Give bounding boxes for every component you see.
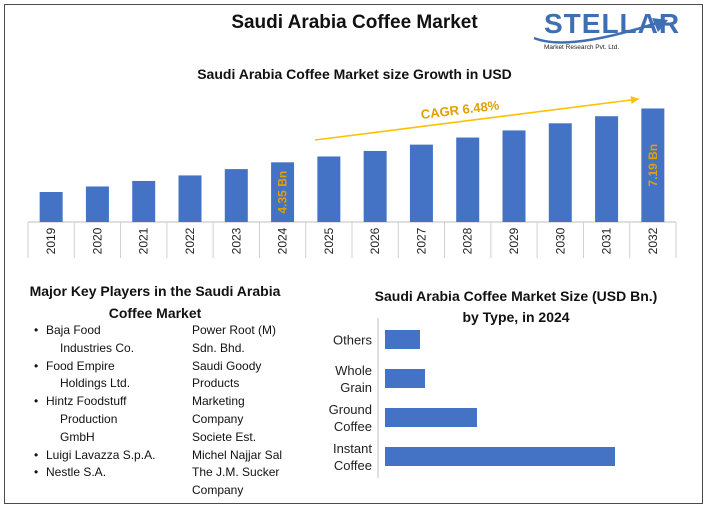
x-tick-label-2027: 2027 bbox=[414, 227, 428, 254]
key-player-text: Products bbox=[192, 376, 240, 391]
logo-wordmark: STELLAR bbox=[544, 8, 681, 39]
x-tick-label-2022: 2022 bbox=[183, 227, 197, 254]
key-player-text: Food Empire bbox=[46, 358, 115, 373]
key-player-item: Hintz Foodstuff Production GmbH bbox=[30, 393, 190, 446]
bar-2019 bbox=[39, 192, 63, 222]
key-player-item: Luigi Lavazza S.p.A. bbox=[30, 447, 190, 465]
x-tick-label-2028: 2028 bbox=[461, 227, 475, 254]
key-player-text: Hintz Foodstuff bbox=[46, 394, 127, 409]
type-chart-title-line1: Saudi Arabia Coffee Market Size (USD Bn.… bbox=[374, 288, 658, 304]
x-tick-label-2020: 2020 bbox=[90, 227, 104, 254]
infographic-frame bbox=[4, 4, 703, 504]
x-tick-label-2025: 2025 bbox=[322, 227, 336, 254]
x-tick-label-2032: 2032 bbox=[646, 227, 660, 254]
key-player-text: Company bbox=[192, 483, 244, 498]
bar-2027 bbox=[409, 144, 433, 222]
key-player-text: Baja Food bbox=[46, 323, 101, 337]
page-title: Saudi Arabia Coffee Market bbox=[231, 12, 478, 33]
growth-chart-title: Saudi Arabia Coffee Market size Growth i… bbox=[197, 66, 512, 82]
key-player-text: Company bbox=[192, 411, 244, 426]
bar-2029 bbox=[502, 130, 526, 222]
key-player-text: Societe Est. bbox=[192, 429, 257, 444]
key-player-item: Food Empire Holdings Ltd. bbox=[30, 358, 190, 394]
bar-2031 bbox=[595, 116, 619, 222]
key-player-text: Production bbox=[60, 411, 118, 426]
key-player-text: Michel Najjar Sal bbox=[192, 447, 283, 462]
x-tick-label-2029: 2029 bbox=[507, 227, 521, 254]
type-chart-title: Saudi Arabia Coffee Market Size (USD Bn.… bbox=[360, 286, 672, 328]
x-tick-label-2030: 2030 bbox=[553, 227, 567, 254]
x-tick-label-2023: 2023 bbox=[229, 227, 243, 254]
key-player-text: Nestle S.A. bbox=[46, 465, 107, 480]
cagr-arrow-head-icon bbox=[630, 96, 639, 104]
bar-2023 bbox=[224, 169, 248, 222]
key-player-text: Sdn. Bhd. bbox=[192, 340, 245, 355]
key-players-title: Major Key Players in the Saudi Arabia Co… bbox=[29, 283, 281, 321]
bar-2025 bbox=[317, 156, 341, 222]
x-tick-label-2021: 2021 bbox=[137, 227, 151, 254]
key-player-text: Industries Co. bbox=[60, 340, 135, 355]
logo-swoosh-icon bbox=[533, 18, 668, 44]
key-player-item: Nestle S.A. bbox=[30, 464, 190, 482]
bar-2020 bbox=[85, 186, 109, 222]
key-player-text: Saudi Goody bbox=[192, 358, 262, 373]
x-tick-label-2019: 2019 bbox=[44, 227, 58, 254]
key-player-text: GmbH bbox=[60, 429, 95, 444]
x-tick-label-2031: 2031 bbox=[600, 227, 614, 254]
bar-2024 bbox=[271, 162, 295, 222]
key-player-item: Baja Food Industries Co. bbox=[30, 322, 190, 358]
x-tick-label-2024: 2024 bbox=[276, 227, 290, 254]
key-player-text: Luigi Lavazza S.p.A. bbox=[46, 447, 156, 462]
type-chart-title-line2: by Type, in 2024 bbox=[462, 309, 570, 325]
bar-data-label: 4.35 Bn bbox=[276, 171, 290, 214]
key-player-text: Holdings Ltd. bbox=[60, 376, 131, 391]
key-player-text: Power Root (M) bbox=[192, 323, 277, 337]
logo-subtitle: Market Research Pvt. Ltd. bbox=[544, 44, 620, 51]
growth-bar-chart: 2019 2020 2021 2022 2023 2024 2025 2026 2027 2028… bbox=[27, 96, 677, 258]
bar-2032 bbox=[641, 108, 665, 222]
cagr-arrow-line bbox=[314, 98, 640, 141]
stellar-logo: STELLAR Market Research Pvt. Ltd. bbox=[528, 8, 681, 60]
key-player-text: The J.M. Sucker bbox=[192, 465, 280, 480]
key-players-list-left: Baja Food Industries Co. Food Empire Holdin… bbox=[30, 322, 190, 482]
key-player-text: Marketing bbox=[192, 394, 245, 409]
bar-2021 bbox=[132, 180, 156, 222]
bar-2022 bbox=[178, 175, 202, 222]
x-tick-label-2026: 2026 bbox=[368, 227, 382, 254]
key-players-list-right: Power Root (M) Sdn. Bhd. Saudi Goody Produc… bbox=[192, 322, 302, 500]
bar-2026 bbox=[363, 150, 387, 222]
bar-2028 bbox=[456, 137, 480, 222]
bar-2030 bbox=[548, 123, 572, 222]
bar-data-label: 7.19 Bn bbox=[646, 144, 660, 187]
